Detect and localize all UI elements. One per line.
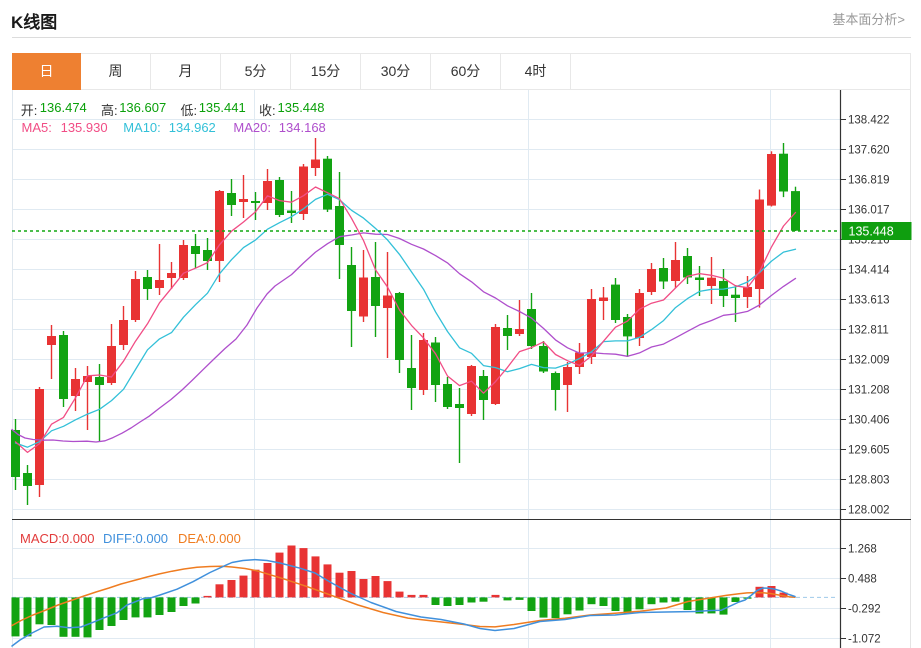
svg-text:0.488: 0.488	[848, 574, 877, 586]
svg-text:129.605: 129.605	[848, 445, 890, 457]
svg-text:132.009: 132.009	[848, 355, 890, 367]
svg-text:1.268: 1.268	[848, 544, 877, 556]
svg-text:135.448: 135.448	[849, 225, 894, 239]
svg-text:130.406: 130.406	[848, 415, 890, 427]
svg-text:128.803: 128.803	[848, 475, 890, 487]
svg-text:138.422: 138.422	[848, 115, 890, 127]
svg-text:133.613: 133.613	[848, 295, 890, 307]
svg-text:131.208: 131.208	[848, 385, 890, 397]
svg-text:136.819: 136.819	[848, 175, 890, 187]
svg-text:132.811: 132.811	[848, 325, 889, 337]
svg-text:-0.292: -0.292	[848, 604, 881, 616]
svg-text:128.002: 128.002	[848, 505, 890, 517]
svg-text:-1.072: -1.072	[848, 634, 881, 646]
svg-text:137.620: 137.620	[848, 145, 890, 157]
svg-text:136.017: 136.017	[848, 205, 890, 217]
svg-text:134.414: 134.414	[848, 265, 890, 277]
